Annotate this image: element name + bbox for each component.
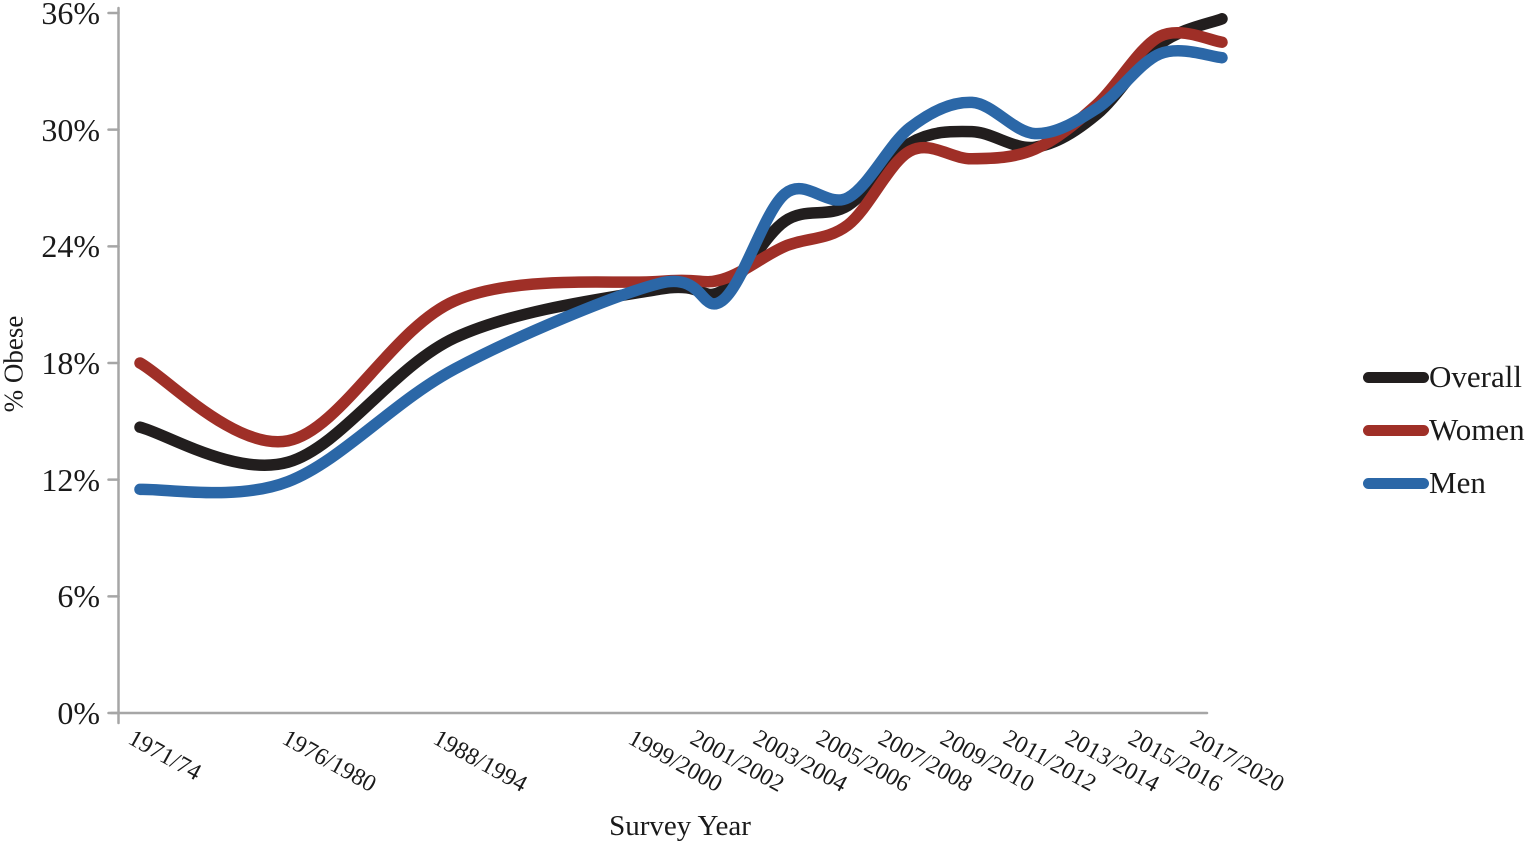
axes xyxy=(107,6,1209,725)
y-tick-label-30: 30% xyxy=(41,111,100,148)
series-line-women xyxy=(134,27,1228,448)
y-tick-label-18: 18% xyxy=(41,345,100,381)
y-tick-label-12: 12% xyxy=(41,461,100,498)
legend-label-men: Men xyxy=(1429,465,1486,500)
x-axis-title: Survey Year xyxy=(609,810,751,842)
legend-label-overall: Overall xyxy=(1429,359,1522,394)
legend-item-men: Men xyxy=(1363,464,1525,502)
y-tick-label-24: 24% xyxy=(41,228,100,265)
series-line-overall xyxy=(134,13,1228,471)
overall-line-swatch-icon xyxy=(1363,371,1429,383)
legend-label-women: Women xyxy=(1429,412,1525,447)
series-lines xyxy=(134,13,1228,499)
men-line-swatch-icon xyxy=(1363,477,1429,489)
legend-item-overall: Overall xyxy=(1363,358,1525,396)
y-tick-label-0: 0% xyxy=(57,695,100,731)
y-tick-label-36: 36% xyxy=(41,0,100,31)
y-axis-title: % Obese xyxy=(0,315,29,413)
legend-item-women: Women xyxy=(1363,411,1525,449)
series-line-men xyxy=(134,45,1228,499)
women-line-swatch-icon xyxy=(1363,424,1429,436)
y-tick-label-6: 6% xyxy=(57,578,100,615)
legend: Overall Women Men xyxy=(1363,358,1525,517)
